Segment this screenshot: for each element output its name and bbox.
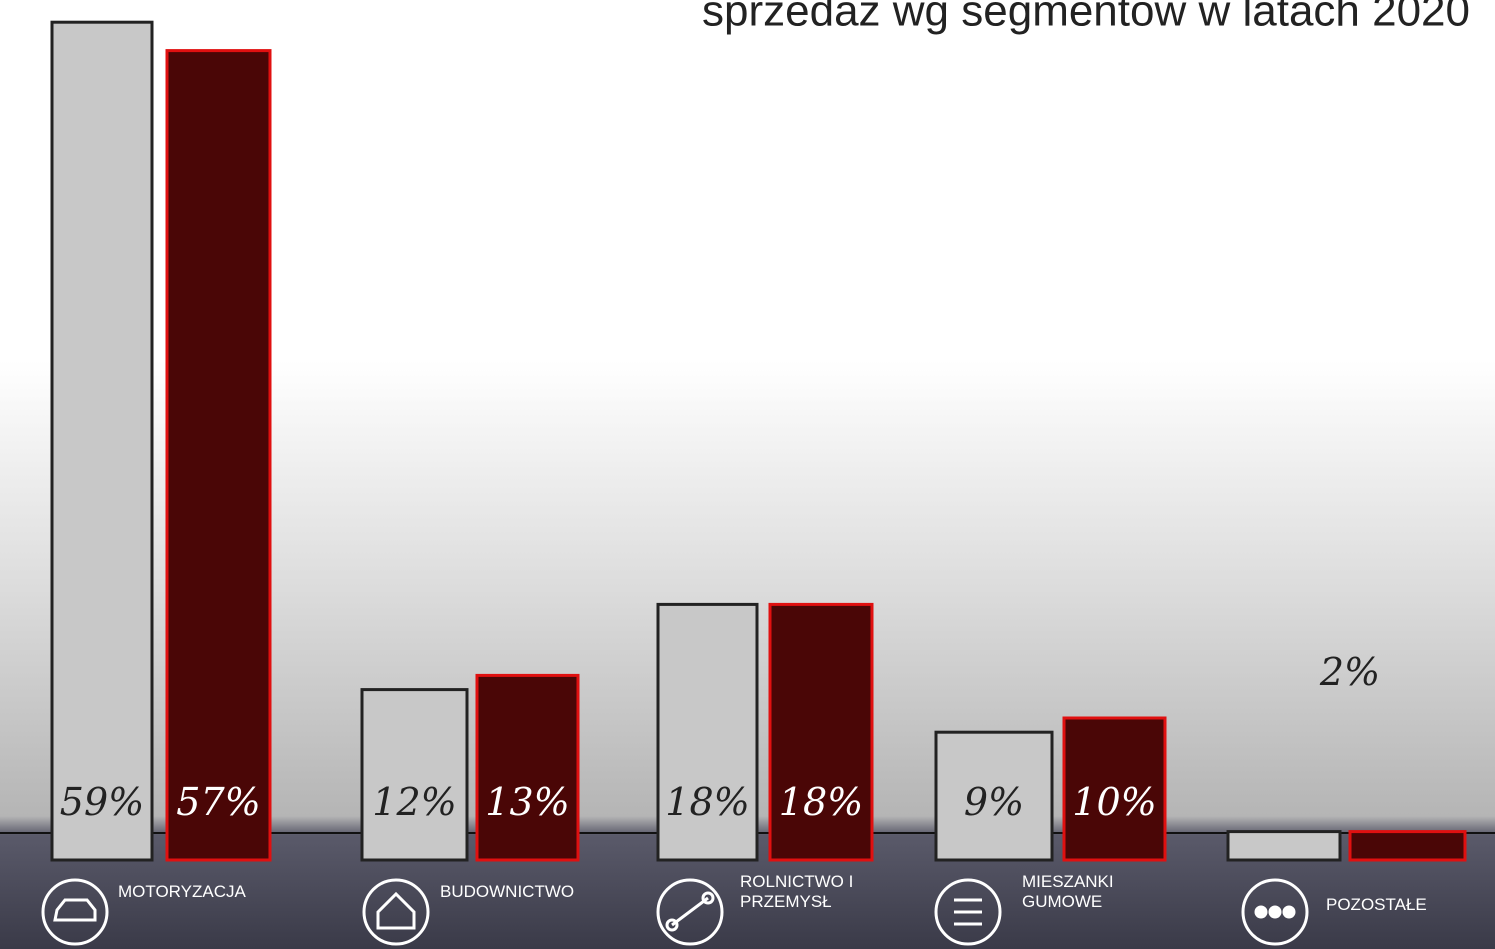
bar <box>50 20 154 862</box>
value-label: 9% <box>964 780 1024 824</box>
bar <box>1348 830 1467 862</box>
chart-title: sprzedaż wg segmentów w latach 2020 <box>702 0 1470 36</box>
value-label: 13% <box>485 780 569 824</box>
category-label: ROLNICTWO I PRZEMYSŁ <box>740 872 854 911</box>
bar <box>934 730 1054 862</box>
bar <box>475 673 580 862</box>
category-label: POZOSTAŁE <box>1326 895 1427 914</box>
bar <box>768 602 874 862</box>
bar <box>1226 830 1342 862</box>
value-label: 57% <box>176 780 260 824</box>
bar <box>165 49 272 862</box>
category-label: MOTORYZACJA <box>118 882 246 901</box>
value-label: 10% <box>1072 780 1156 824</box>
category-label: MIESZANKI GUMOWE <box>1022 872 1114 911</box>
category-label: BUDOWNICTWO <box>440 882 575 901</box>
bar <box>656 602 759 862</box>
bar <box>360 688 469 862</box>
value-label: 18% <box>665 780 749 824</box>
icons <box>41 878 1309 946</box>
bar <box>1062 716 1167 862</box>
value-label: 18% <box>779 780 863 824</box>
value-label: 59% <box>60 780 144 824</box>
value-label: 12% <box>372 780 456 824</box>
value-label: 2% <box>1319 650 1380 694</box>
